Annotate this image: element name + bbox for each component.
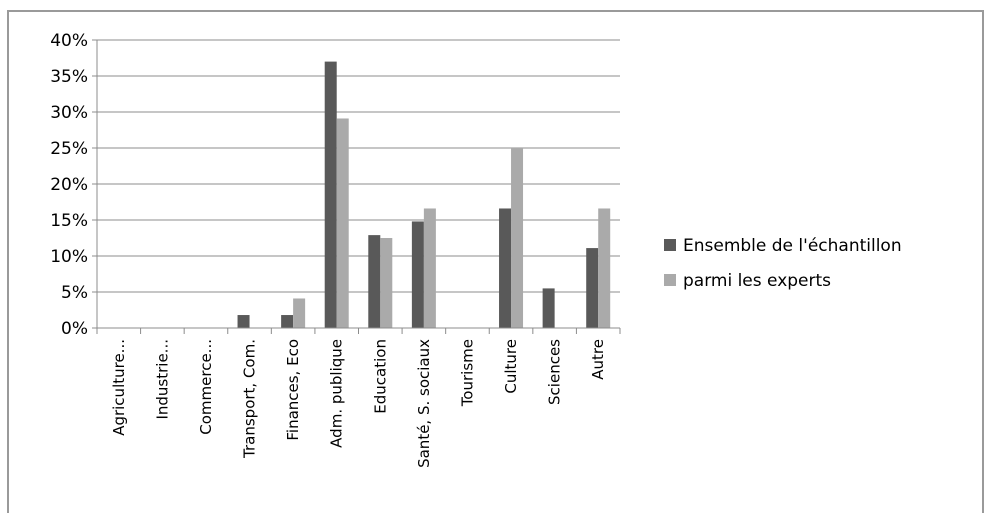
legend: Ensemble de l'échantillon parmi les exper… [664, 236, 902, 291]
x-tick-label: Agriculture... [110, 339, 128, 436]
bar [598, 208, 611, 328]
bar [380, 238, 393, 328]
x-tick-label: Santé, S. sociaux [415, 339, 433, 468]
bar [411, 221, 424, 328]
bar [324, 61, 337, 328]
bar [499, 208, 512, 328]
x-tick-label: Autre [589, 339, 607, 380]
bar [511, 148, 524, 328]
y-tick-label: 5% [61, 283, 88, 303]
x-tick-label: Transport, Com. [241, 339, 259, 459]
y-tick-label: 10% [50, 247, 88, 267]
y-tick-label: 25% [50, 139, 88, 159]
bar [293, 298, 306, 328]
bars [237, 61, 611, 328]
x-tick-label: Commerce... [197, 339, 215, 435]
bar [368, 235, 381, 328]
legend-swatch [664, 274, 676, 286]
bar [586, 248, 599, 328]
chart-frame [7, 10, 984, 513]
legend-label: parmi les experts [683, 271, 831, 291]
y-tick-label: 20% [50, 175, 88, 195]
x-tick-label: Education [371, 339, 389, 414]
bar [281, 315, 294, 328]
axes [92, 39, 621, 334]
y-tick-label: 30% [50, 103, 88, 123]
y-tick-labels: 0% 5% 10% 15% 20% 25% 30% 35% 40% [50, 31, 88, 339]
x-tick-label: Tourisme [458, 339, 476, 407]
legend-swatch [664, 239, 676, 251]
y-tick-label: 35% [50, 67, 88, 87]
y-tick-label: 0% [61, 319, 88, 339]
bar [336, 118, 349, 328]
bar [542, 288, 555, 328]
x-tick-label: Adm. publique [328, 339, 346, 448]
x-tick-label: Sciences [546, 339, 564, 405]
x-tick-label: Finances, Eco [284, 339, 302, 441]
y-tick-label: 40% [50, 31, 88, 51]
y-tick-label: 15% [50, 211, 88, 231]
x-tick-label: Culture [502, 339, 520, 394]
x-tick-label: Industrie... [153, 339, 171, 420]
gridlines [97, 39, 620, 293]
x-tick-labels: Agriculture... Industrie... Commerce... Tra… [110, 339, 607, 468]
bar [237, 315, 250, 328]
bar [423, 208, 436, 328]
legend-label: Ensemble de l'échantillon [683, 236, 902, 256]
